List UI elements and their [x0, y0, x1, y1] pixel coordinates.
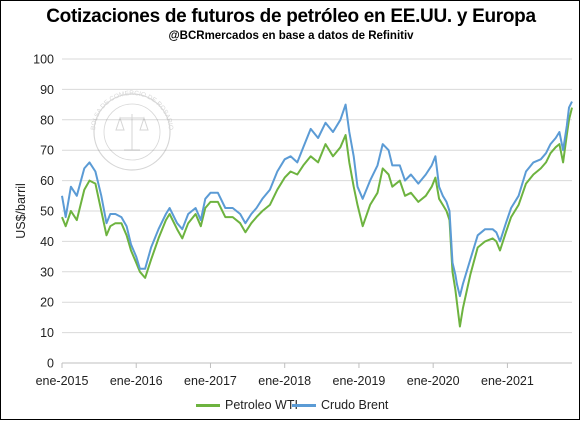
- series-layer: [61, 101, 573, 328]
- y-tick-label: 30: [40, 265, 54, 279]
- axes: [61, 362, 572, 368]
- watermark-seal: BOLSA DE COMERCIO DE ROSARIO: [90, 90, 174, 171]
- chart-subtitle: @BCRmercados en base a datos de Refiniti…: [168, 30, 414, 42]
- legend-swatch-wti: [196, 403, 220, 407]
- series-line-brent: [61, 101, 573, 298]
- x-tick-label: ene-2020: [407, 374, 460, 388]
- series-line-wti: [61, 107, 573, 328]
- y-tick-label: 70: [40, 144, 54, 158]
- y-tick-labels: 0 10 20 30 40 50 60 70 80 90 100: [33, 53, 54, 371]
- gridlines: [62, 58, 572, 334]
- x-tick-label: ene-2017: [184, 374, 237, 388]
- x-tick-label: ene-2015: [36, 374, 89, 388]
- y-axis-label: US$/barril: [14, 183, 28, 239]
- legend-label-brent: Crudo Brent: [321, 398, 389, 412]
- y-tick-label: 10: [40, 326, 54, 340]
- legend-label-wti: Petroleo WTI: [225, 398, 298, 412]
- y-tick-label: 50: [40, 205, 54, 219]
- x-tick-label: ene-2019: [333, 374, 386, 388]
- legend: Petroleo WTI Crudo Brent: [0, 398, 582, 416]
- legend-swatch-brent: [292, 403, 316, 407]
- x-tick-labels: ene-2015 ene-2016 ene-2017 ene-2018 ene-2019…: [36, 374, 534, 388]
- chart-title: Cotizaciones de futuros de petróleo en E…: [46, 6, 536, 27]
- y-tick-label: 80: [40, 113, 54, 127]
- x-tick-label: ene-2016: [110, 374, 163, 388]
- y-tick-label: 40: [40, 235, 54, 249]
- y-tick-label: 0: [47, 357, 54, 371]
- y-tick-label: 90: [40, 83, 54, 97]
- y-tick-label: 20: [40, 296, 54, 310]
- x-tick-label: ene-2021: [481, 374, 534, 388]
- y-tick-label: 60: [40, 174, 54, 188]
- legend-item-brent: Crudo Brent: [292, 398, 388, 412]
- y-tick-label: 100: [33, 53, 54, 67]
- legend-item-wti: Petroleo WTI: [196, 398, 298, 412]
- x-tick-label: ene-2018: [258, 374, 311, 388]
